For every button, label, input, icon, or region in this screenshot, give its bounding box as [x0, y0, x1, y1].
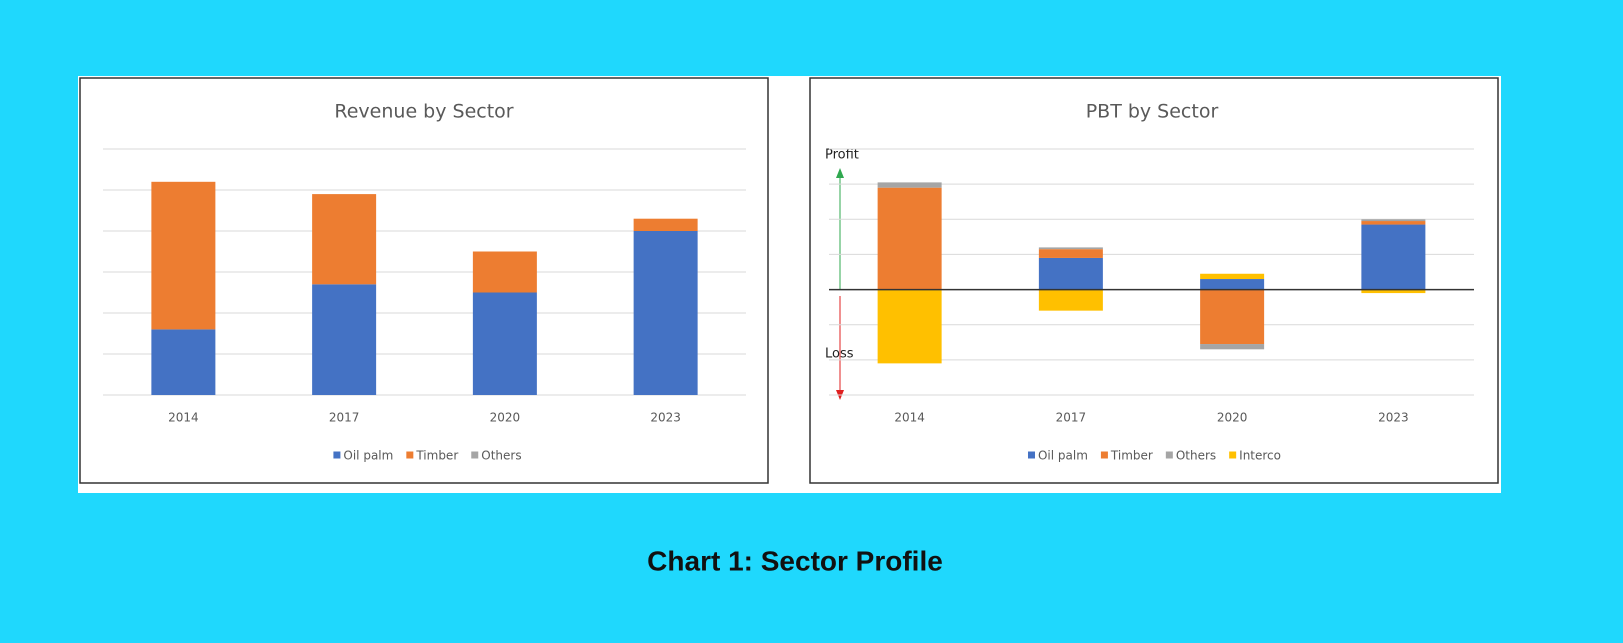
- annotation: Profit: [825, 148, 859, 163]
- x-tick-label: 2017: [329, 411, 360, 425]
- legend-swatch: [1229, 451, 1237, 459]
- bar-segment: [1361, 219, 1426, 222]
- legend-label: Others: [481, 449, 521, 463]
- bar-segment: [1361, 224, 1426, 290]
- legend-label: Oil palm: [1038, 449, 1088, 463]
- bar-segment: [312, 284, 377, 395]
- x-tick-label: 2014: [894, 411, 925, 425]
- legend-swatch: [406, 451, 414, 459]
- x-tick-label: 2023: [650, 411, 681, 425]
- bar-segment: [877, 187, 942, 290]
- profit-arrowhead: [836, 168, 844, 178]
- bar-segment: [1038, 247, 1103, 250]
- bar-segment: [877, 289, 942, 364]
- bar-segment: [1200, 273, 1265, 280]
- panel-frame: [809, 77, 1499, 484]
- bar-segment: [312, 194, 377, 285]
- x-tick-label: 2014: [168, 411, 199, 425]
- bar-segment: [472, 292, 537, 395]
- legend-label: Interco: [1239, 449, 1281, 463]
- legend-swatch: [333, 451, 341, 459]
- annotation: Loss: [825, 347, 854, 362]
- bar-segment: [151, 181, 216, 330]
- panel-frame: [79, 77, 769, 484]
- legend-swatch: [471, 451, 479, 459]
- chart-strip: [78, 76, 1501, 493]
- x-tick-label: 2020: [490, 411, 521, 425]
- bar-segment: [1200, 279, 1265, 290]
- x-tick-label: 2023: [1378, 411, 1409, 425]
- bar-segment: [1361, 221, 1426, 225]
- chart-title: Revenue by Sector: [334, 101, 513, 123]
- bar-segment: [151, 329, 216, 395]
- bar-segment: [1200, 289, 1265, 345]
- bar-segment: [633, 218, 698, 231]
- caption: Chart 1: Sector Profile: [647, 545, 943, 576]
- x-tick-label: 2017: [1056, 411, 1087, 425]
- bar-segment: [1038, 289, 1103, 311]
- bar-segment: [1038, 249, 1103, 258]
- bar-segment: [1361, 289, 1426, 294]
- legend-label: Others: [1176, 449, 1216, 463]
- chart-title: PBT by Sector: [1086, 101, 1219, 123]
- legend-label: Oil palm: [343, 449, 393, 463]
- bar-segment: [633, 231, 698, 395]
- legend-swatch: [1165, 451, 1173, 459]
- legend-swatch: [1100, 451, 1108, 459]
- legend-label: Timber: [1110, 449, 1153, 463]
- x-tick-label: 2020: [1217, 411, 1248, 425]
- bar-segment: [472, 251, 537, 293]
- bar-segment: [877, 182, 942, 188]
- bar-segment: [1200, 344, 1265, 350]
- legend-label: Timber: [415, 449, 458, 463]
- legend-swatch: [1027, 451, 1035, 459]
- bar-segment: [1038, 257, 1103, 290]
